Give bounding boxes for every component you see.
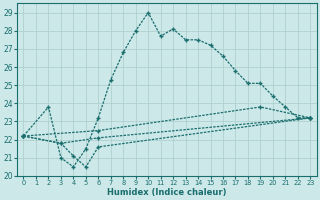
X-axis label: Humidex (Indice chaleur): Humidex (Indice chaleur) (107, 188, 227, 197)
